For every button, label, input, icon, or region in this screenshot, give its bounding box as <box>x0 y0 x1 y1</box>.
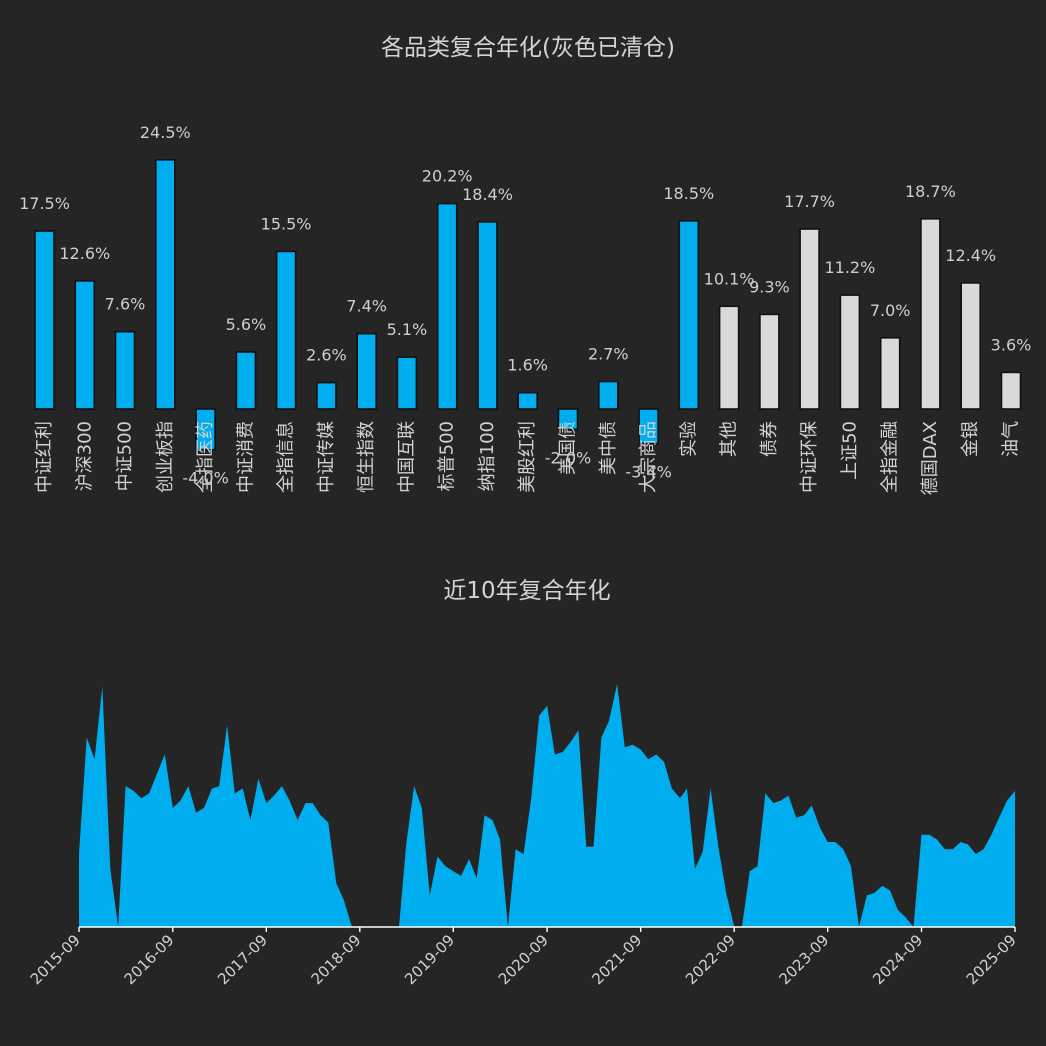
bar-value-label: -2.0% <box>545 448 591 467</box>
bar-中国互联 <box>396 356 418 410</box>
category-label: 全指医药 <box>195 421 216 493</box>
x-tick-label: 2025-09 <box>963 931 1020 988</box>
bar-债券 <box>759 313 780 410</box>
bar-标普500 <box>436 202 458 410</box>
category-label: 纳指100 <box>477 421 498 491</box>
bar-油气 <box>1000 371 1022 410</box>
bar-中证红利 <box>34 230 55 410</box>
bar-value-label: 10.1% <box>704 269 755 288</box>
bar-上证50 <box>839 294 861 410</box>
bar-中证环保 <box>799 228 820 410</box>
x-tick-label: 2018-09 <box>308 931 365 988</box>
bar-value-label: 17.7% <box>784 192 835 211</box>
bar-value-label: 12.6% <box>59 244 110 263</box>
category-label: 全指信息 <box>276 421 297 493</box>
bar-value-label: 7.6% <box>105 295 146 314</box>
category-label: 美国债 <box>558 421 579 475</box>
bar-其他 <box>718 305 740 410</box>
bar-value-label: 7.0% <box>870 301 911 320</box>
category-label: 美中债 <box>598 421 619 475</box>
bar-创业板指 <box>155 159 176 410</box>
bar-value-label: 11.2% <box>824 258 875 277</box>
x-tick-label: 2022-09 <box>682 931 739 988</box>
bar-value-label: 3.6% <box>991 335 1032 354</box>
bar-value-label: 12.4% <box>945 246 996 265</box>
area-chart: 2015-09 2016-09 2017-09 2018-09 2019-09 2020-… <box>27 684 1020 988</box>
bar-纳指100 <box>477 221 498 410</box>
bar-全指金融 <box>879 336 901 410</box>
x-tick-label: 2015-09 <box>27 931 84 988</box>
x-tick-label: 2020-09 <box>495 931 552 988</box>
x-tick-label: 2024-09 <box>869 931 926 988</box>
area-chart-title: 近10年复合年化 <box>443 578 610 604</box>
bar-chart-title: 各品类复合年化(灰色已清仓) <box>381 35 675 61</box>
category-label: 中证红利 <box>34 421 55 493</box>
bar-美中债 <box>597 380 619 410</box>
bar-德国DAX <box>920 218 941 410</box>
bar-value-label: 5.1% <box>387 320 428 339</box>
category-label: 恒生指数 <box>356 421 377 493</box>
category-label: 中证环保 <box>799 421 820 493</box>
bar-美国债 <box>557 408 579 431</box>
bar-value-label: 1.6% <box>507 356 548 375</box>
category-label: 其他 <box>719 421 740 457</box>
category-label: 债券 <box>759 421 780 457</box>
bar-沪深300 <box>74 280 96 410</box>
bar-value-label: 2.6% <box>306 346 347 365</box>
x-tick-label: 2016-09 <box>121 931 178 988</box>
bar-实验 <box>678 220 700 410</box>
category-label: 德国DAX <box>920 421 941 495</box>
category-label: 沪深300 <box>74 421 95 491</box>
bar-美股红利 <box>517 391 539 410</box>
bar-value-label: 5.6% <box>226 315 267 334</box>
bar-value-label: 2.7% <box>588 345 629 364</box>
bar-中证消费 <box>235 351 257 410</box>
bar-value-label: 18.7% <box>905 182 956 201</box>
category-label: 创业板指 <box>155 421 176 493</box>
category-label: 中证传媒 <box>316 421 337 493</box>
bar-value-label: -4.0% <box>182 469 228 488</box>
category-label: 全指金融 <box>880 421 901 493</box>
x-tick-label: 2023-09 <box>775 931 832 988</box>
area-series <box>79 684 1015 927</box>
category-label: 金银 <box>960 421 981 457</box>
category-label: 中国互联 <box>396 421 417 493</box>
category-label: 大宗商品 <box>638 421 659 493</box>
bar-中证传媒 <box>316 381 337 410</box>
bar-value-label: -3.4% <box>625 463 671 482</box>
bar-chart: 17.5% 中证红利 12.6% 沪深300 7.6% 中证500 24.5% 创业板指 -4.… <box>19 123 1031 495</box>
category-label: 标普500 <box>437 421 458 491</box>
x-tick-label: 2017-09 <box>214 931 271 988</box>
x-tick-label: 2019-09 <box>401 931 458 988</box>
bar-大宗商品 <box>638 408 659 445</box>
bar-恒生指数 <box>356 332 378 410</box>
x-tick-label: 2021-09 <box>588 931 645 988</box>
bar-金银 <box>960 282 982 410</box>
bar-value-label: 17.5% <box>19 194 70 213</box>
bar-value-label: 9.3% <box>749 277 790 296</box>
bar-value-label: 18.4% <box>462 185 513 204</box>
category-label: 上证50 <box>839 421 860 480</box>
bar-value-label: 24.5% <box>140 123 191 142</box>
bar-value-label: 20.2% <box>422 167 473 186</box>
category-label: 油气 <box>1001 421 1022 457</box>
bar-value-label: 18.5% <box>663 184 714 203</box>
category-label: 中证500 <box>115 421 136 491</box>
bar-全指医药 <box>195 408 216 451</box>
category-label: 中证消费 <box>235 421 256 493</box>
bar-value-label: 15.5% <box>261 214 312 233</box>
bar-全指信息 <box>275 250 297 410</box>
category-label: 美股红利 <box>517 421 538 493</box>
bar-中证500 <box>114 330 136 410</box>
category-label: 实验 <box>678 421 699 457</box>
bar-value-label: 7.4% <box>346 297 387 316</box>
